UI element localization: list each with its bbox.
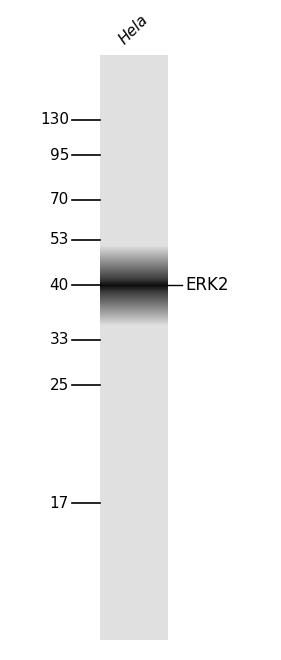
Text: 53: 53 xyxy=(50,232,69,248)
Text: 25: 25 xyxy=(50,378,69,393)
Text: Hela: Hela xyxy=(117,12,151,47)
Text: 130: 130 xyxy=(40,112,69,127)
Text: 33: 33 xyxy=(49,333,69,348)
Text: 95: 95 xyxy=(50,147,69,162)
Text: 17: 17 xyxy=(50,496,69,510)
Text: 70: 70 xyxy=(50,193,69,207)
Text: 40: 40 xyxy=(50,277,69,292)
Text: ERK2: ERK2 xyxy=(185,276,228,294)
